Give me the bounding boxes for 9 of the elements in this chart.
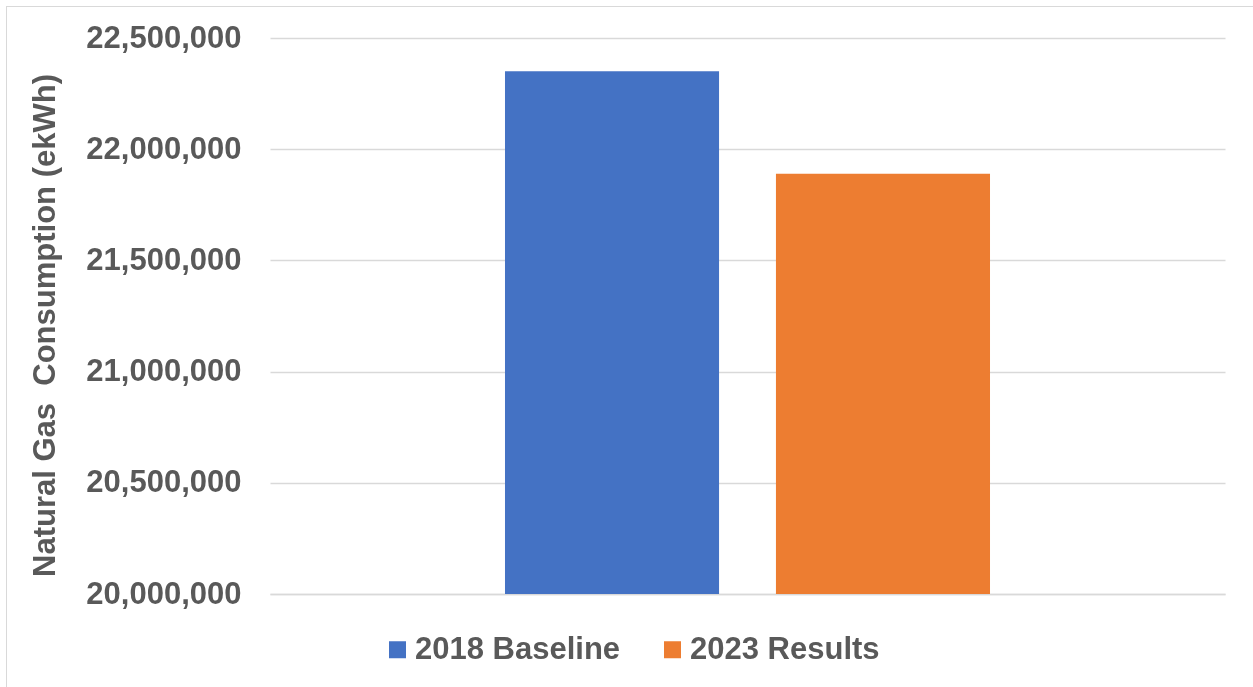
y-tick-label: 20,000,000 <box>86 575 242 611</box>
y-tick-label: 22,000,000 <box>86 130 242 166</box>
y-tick-label: 22,500,000 <box>86 19 242 55</box>
legend-label: 2023 Results <box>690 630 880 666</box>
y-tick-label: 21,000,000 <box>86 353 242 389</box>
y-tick-label: 21,500,000 <box>86 241 242 277</box>
y-tick-label: 20,500,000 <box>86 464 242 500</box>
y-axis-title: Natural Gas Consumption (ekWh) <box>27 74 63 577</box>
legend-label: 2018 Baseline <box>415 630 621 666</box>
